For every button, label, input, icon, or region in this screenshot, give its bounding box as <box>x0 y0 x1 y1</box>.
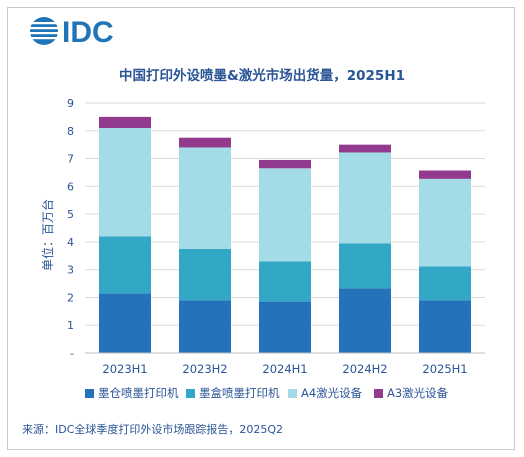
bar-segment <box>179 147 231 249</box>
legend-label: 墨仓喷墨打印机 <box>98 386 179 400</box>
bar-segment <box>179 137 231 148</box>
legend-label: A3激光设备 <box>387 386 449 400</box>
y-tick-label: 4 <box>67 236 74 249</box>
axis-layer: - 1 2 3 4 5 6 7 8 9 2023H1 2023H2 2024H1 2024H2 2025H1 <box>67 97 485 376</box>
bar-segment <box>259 168 311 262</box>
y-tick-label: 8 <box>67 125 74 138</box>
legend-swatch <box>85 389 94 398</box>
bar-segment <box>339 243 391 289</box>
legend-swatch <box>374 389 383 398</box>
bar-segment <box>419 300 471 353</box>
bar-segment <box>259 159 311 169</box>
x-tick-label: 2023H1 <box>102 362 147 376</box>
bars-layer <box>99 116 471 353</box>
legend-swatch <box>288 389 297 398</box>
y-tick-label: 9 <box>67 97 74 110</box>
legend-label: A4激光设备 <box>301 386 363 400</box>
x-tick-label: 2023H2 <box>182 362 227 376</box>
y-tick-label: 3 <box>67 264 74 277</box>
bar-segment <box>99 293 151 353</box>
y-tick-label: 7 <box>67 153 74 166</box>
y-tick-label: 6 <box>67 180 74 193</box>
y-tick-label: 1 <box>67 319 74 332</box>
bar-segment <box>339 288 391 353</box>
idc-logo-text: IDC <box>62 16 114 49</box>
y-tick-label: 5 <box>67 208 74 221</box>
x-tick-label: 2024H1 <box>262 362 307 376</box>
bar-segment <box>339 152 391 244</box>
bar-segment <box>419 178 471 267</box>
bar-segment <box>179 300 231 353</box>
bar-segment <box>339 144 391 153</box>
bar-segment <box>259 261 311 302</box>
idc-logo: IDC <box>28 16 114 49</box>
bar-segment <box>259 301 311 353</box>
bar-segment <box>99 128 151 237</box>
bar-segment <box>99 116 151 128</box>
chart-title: 中国打印外设喷墨&激光市场出货量，2025H1 <box>119 67 405 84</box>
x-tick-label: 2024H2 <box>342 362 387 376</box>
y-axis-label: 单位：百万台 <box>40 199 55 271</box>
y-tick-label: 2 <box>67 291 74 304</box>
legend-label: 墨盒喷墨打印机 <box>199 386 280 400</box>
legend: 墨仓喷墨打印机 墨盒喷墨打印机 A4激光设备 A3激光设备 <box>85 386 449 400</box>
bar-segment <box>179 248 231 301</box>
source-note: 来源：IDC全球季度打印外设市场跟踪报告，2025Q2 <box>22 422 283 436</box>
y-tick-label: - <box>70 347 74 360</box>
legend-swatch <box>186 389 195 398</box>
globe-icon <box>28 17 60 45</box>
bar-segment <box>419 170 471 179</box>
bar-segment <box>419 266 471 301</box>
x-tick-label: 2025H1 <box>422 362 467 376</box>
bar-segment <box>99 236 151 294</box>
